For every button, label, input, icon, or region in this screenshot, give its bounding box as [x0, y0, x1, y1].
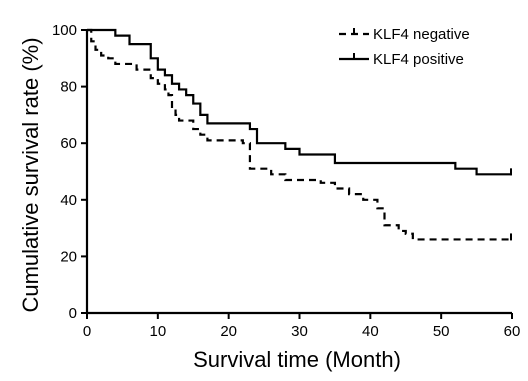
- legend-label-klf4-positive: KLF4 positive: [373, 51, 464, 68]
- y-tick-label: 100: [52, 22, 77, 39]
- y-tick-label: 40: [60, 192, 77, 209]
- x-tick-label: 20: [220, 323, 237, 340]
- axes: 0 10 20 30 40 50 60 0 20 40 60 80 100: [52, 22, 520, 340]
- x-tick-label: 50: [433, 323, 450, 340]
- y-tick-label: 0: [69, 305, 77, 322]
- x-tick-label: 40: [362, 323, 379, 340]
- y-tick-label: 80: [60, 79, 77, 96]
- plot-area: [87, 28, 512, 241]
- x-tick-label: 0: [83, 323, 91, 340]
- x-tick-label: 10: [149, 323, 166, 340]
- y-tick-label: 20: [60, 248, 77, 265]
- series-line-klf4-positive: [87, 28, 512, 176]
- y-tick-label: 60: [60, 135, 77, 152]
- x-tick-label: 30: [291, 323, 308, 340]
- x-axis-title: Survival time (Month): [193, 347, 401, 372]
- legend-label-klf4-negative: KLF4 negative: [373, 26, 470, 43]
- x-tick-label: 60: [504, 323, 521, 340]
- y-axis-title: Cumulative survival rate (%): [18, 37, 43, 312]
- legend: KLF4 negative KLF4 positive: [339, 26, 470, 68]
